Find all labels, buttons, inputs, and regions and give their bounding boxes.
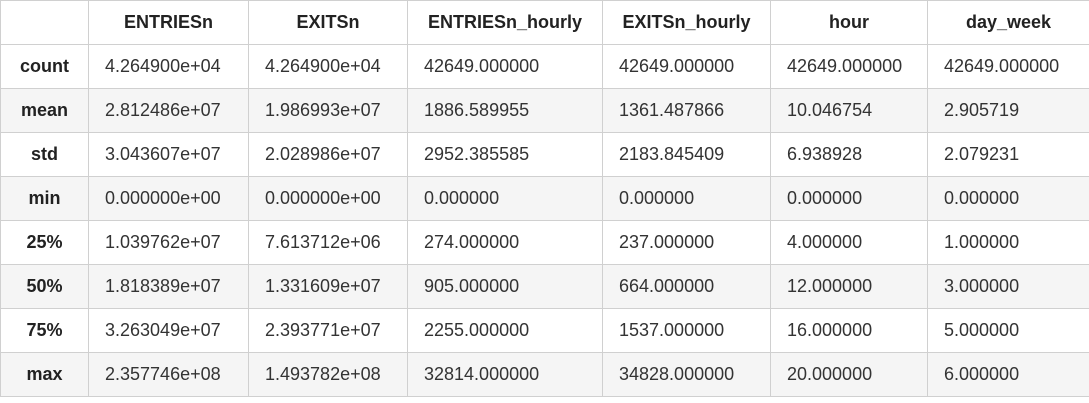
table-cell: 1.818389e+07: [88, 264, 249, 309]
table-cell: 42649.000000: [407, 44, 603, 89]
table-cell: 1.000000: [927, 220, 1089, 265]
table-cell: 7.613712e+06: [248, 220, 408, 265]
table-cell: 3.263049e+07: [88, 308, 249, 353]
column-header-exitsn-hourly: EXITSn_hourly: [602, 0, 771, 45]
table-cell: 1361.487866: [602, 88, 771, 133]
table-cell: 1.331609e+07: [248, 264, 408, 309]
row-label: 50%: [0, 264, 89, 309]
index-header: [0, 0, 89, 45]
table-cell: 2.079231: [927, 132, 1089, 177]
column-header-exitsn: EXITSn: [248, 0, 408, 45]
table-cell: 1537.000000: [602, 308, 771, 353]
table-cell: 2.028986e+07: [248, 132, 408, 177]
table-cell: 664.000000: [602, 264, 771, 309]
table-cell: 2952.385585: [407, 132, 603, 177]
row-label: count: [0, 44, 89, 89]
table-cell: 42649.000000: [927, 44, 1089, 89]
table-cell: 2.393771e+07: [248, 308, 408, 353]
table-cell: 4.264900e+04: [248, 44, 408, 89]
table-row: 25% 1.039762e+07 7.613712e+06 274.000000…: [0, 220, 1089, 265]
table-cell: 12.000000: [770, 264, 928, 309]
row-label: max: [0, 352, 89, 397]
table-cell: 1.493782e+08: [248, 352, 408, 397]
table-cell: 1.986993e+07: [248, 88, 408, 133]
table-cell: 3.043607e+07: [88, 132, 249, 177]
table-cell: 5.000000: [927, 308, 1089, 353]
row-label: std: [0, 132, 89, 177]
table-cell: 32814.000000: [407, 352, 603, 397]
table-cell: 0.000000e+00: [88, 176, 249, 221]
table-cell: 0.000000: [927, 176, 1089, 221]
table-row: max 2.357746e+08 1.493782e+08 32814.0000…: [0, 352, 1089, 397]
table-cell: 2.905719: [927, 88, 1089, 133]
table-cell: 42649.000000: [602, 44, 771, 89]
table-row: count 4.264900e+04 4.264900e+04 42649.00…: [0, 44, 1089, 89]
table-row: min 0.000000e+00 0.000000e+00 0.000000 0…: [0, 176, 1089, 221]
table-cell: 42649.000000: [770, 44, 928, 89]
table-cell: 10.046754: [770, 88, 928, 133]
table-cell: 4.000000: [770, 220, 928, 265]
column-header-entriesn-hourly: ENTRIESn_hourly: [407, 0, 603, 45]
row-label: 25%: [0, 220, 89, 265]
table-cell: 2.812486e+07: [88, 88, 249, 133]
table-row: std 3.043607e+07 2.028986e+07 2952.38558…: [0, 132, 1089, 177]
table-row: mean 2.812486e+07 1.986993e+07 1886.5899…: [0, 88, 1089, 133]
column-header-entriesn: ENTRIESn: [88, 0, 249, 45]
header-row: ENTRIESn EXITSn ENTRIESn_hourly EXITSn_h…: [0, 0, 1089, 45]
table-cell: 6.000000: [927, 352, 1089, 397]
row-label: 75%: [0, 308, 89, 353]
table-cell: 4.264900e+04: [88, 44, 249, 89]
table-cell: 2.357746e+08: [88, 352, 249, 397]
table-cell: 1886.589955: [407, 88, 603, 133]
table-cell: 0.000000e+00: [248, 176, 408, 221]
column-header-day-week: day_week: [927, 0, 1089, 45]
column-header-hour: hour: [770, 0, 928, 45]
table-cell: 3.000000: [927, 264, 1089, 309]
table-cell: 34828.000000: [602, 352, 771, 397]
table-cell: 0.000000: [407, 176, 603, 221]
table-cell: 20.000000: [770, 352, 928, 397]
row-label: mean: [0, 88, 89, 133]
table-cell: 2183.845409: [602, 132, 771, 177]
table-cell: 16.000000: [770, 308, 928, 353]
table-cell: 274.000000: [407, 220, 603, 265]
table-row: 75% 3.263049e+07 2.393771e+07 2255.00000…: [0, 308, 1089, 353]
table-cell: 237.000000: [602, 220, 771, 265]
table-row: 50% 1.818389e+07 1.331609e+07 905.000000…: [0, 264, 1089, 309]
table-cell: 2255.000000: [407, 308, 603, 353]
row-label: min: [0, 176, 89, 221]
table-cell: 0.000000: [602, 176, 771, 221]
table-cell: 905.000000: [407, 264, 603, 309]
table-cell: 0.000000: [770, 176, 928, 221]
table-cell: 6.938928: [770, 132, 928, 177]
table-cell: 1.039762e+07: [88, 220, 249, 265]
